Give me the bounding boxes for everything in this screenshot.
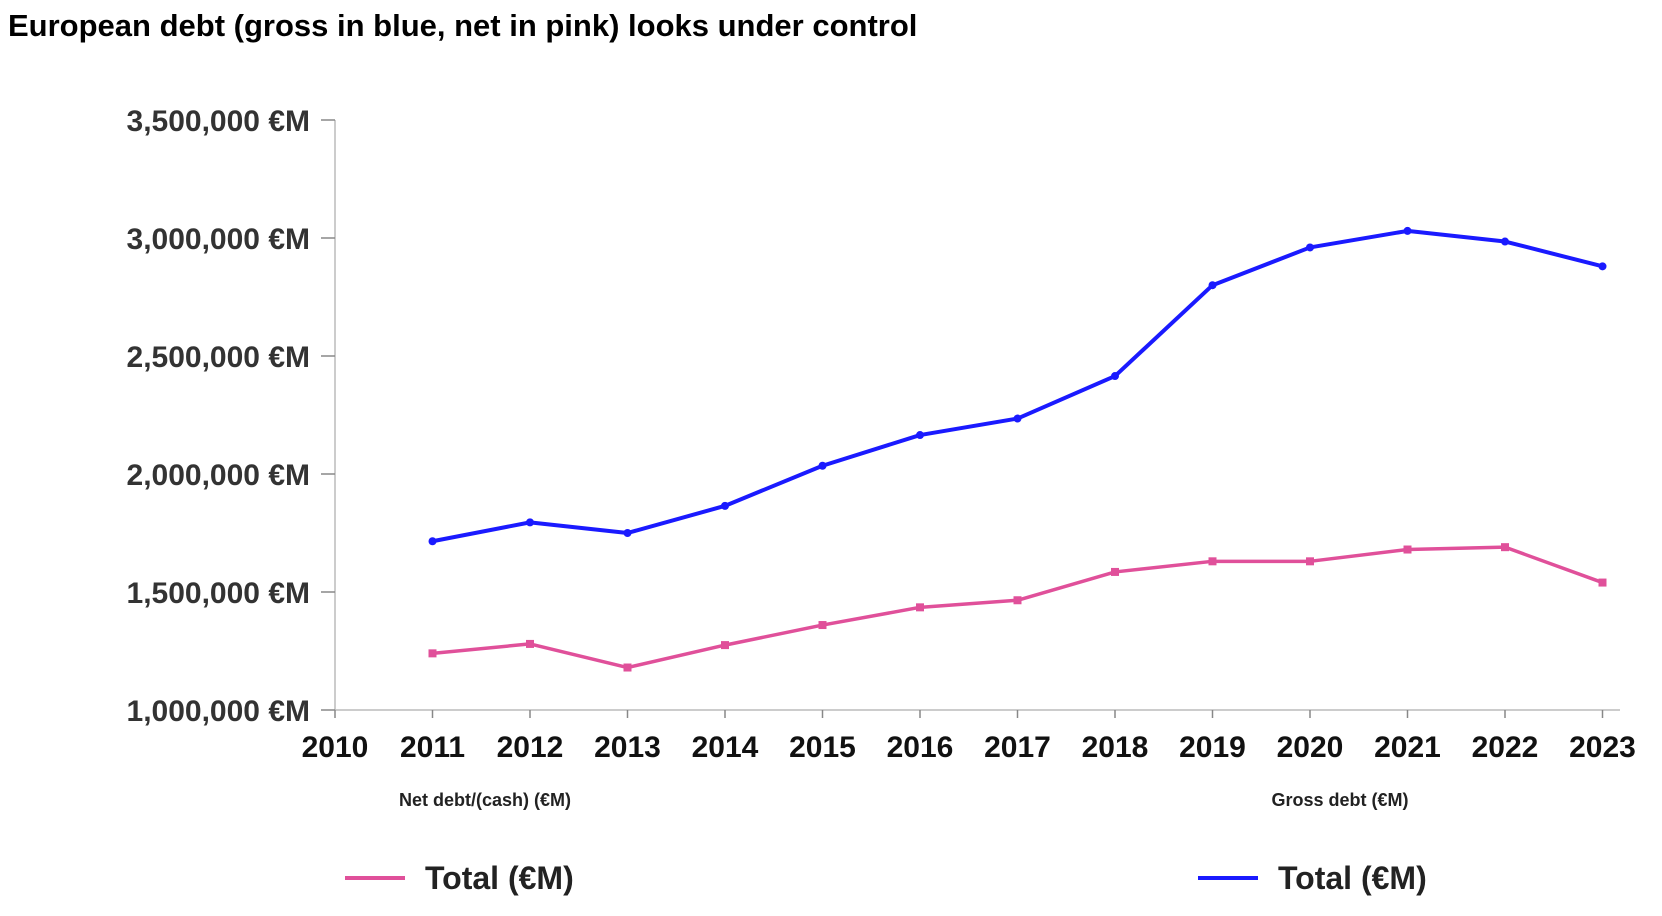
legend-group-label: Gross debt (€M): [1271, 790, 1408, 810]
data-point: [1111, 567, 1119, 576]
data-point: [623, 663, 632, 672]
data-point: [721, 641, 729, 650]
x-tick-labels: 2010 2011 2012 2013 2014 2015 2016 2017 2018 2019…: [302, 710, 1636, 764]
y-tick-label: 1,000,000 €M: [127, 695, 310, 728]
legend-label: Total (€M): [1278, 860, 1427, 896]
x-tick-label: 2010: [302, 731, 369, 764]
data-point: [428, 649, 437, 658]
x-tick-label: 2011: [400, 731, 465, 764]
y-tick-label: 2,000,000 €M: [127, 459, 310, 492]
legend-group-label: Net debt/(cash) (€M): [399, 790, 571, 810]
y-tick-label: 3,500,000 €M: [127, 105, 310, 138]
x-tick-label: 2015: [789, 731, 856, 764]
data-point: [1598, 262, 1607, 271]
x-tick-label: 2018: [1082, 731, 1149, 764]
data-point: [1403, 226, 1412, 235]
data-point: [1013, 414, 1022, 423]
x-tick-label: 2012: [497, 731, 564, 764]
x-tick-label: 2020: [1277, 731, 1344, 764]
data-point: [1403, 545, 1412, 554]
series-line-0: [430, 545, 1605, 670]
y-tick-label: 2,500,000 €M: [127, 341, 310, 374]
data-point: [1598, 578, 1607, 587]
data-point: [818, 621, 827, 630]
data-point: [1501, 543, 1509, 552]
data-point: [916, 603, 924, 612]
chart-title: European debt (gross in blue, net in pin…: [8, 8, 918, 43]
data-point: [526, 639, 534, 648]
data-point: [1208, 557, 1217, 566]
data-point: [916, 431, 924, 440]
data-point: [721, 501, 729, 510]
data-point: [1013, 596, 1022, 605]
x-tick-label: 2014: [692, 731, 759, 764]
series-lines: [428, 226, 1607, 672]
y-tick-label: 3,000,000 €M: [127, 223, 310, 256]
data-point: [1111, 372, 1119, 381]
x-tick-label: 2022: [1472, 731, 1539, 764]
data-point: [818, 461, 827, 470]
x-tick-label: 2023: [1569, 731, 1636, 764]
y-tick-labels: 3,500,000 €M 3,000,000 €M 2,500,000 €M 2,00…: [127, 105, 335, 728]
y-tick-label: 1,500,000 €M: [127, 577, 310, 610]
data-point: [1306, 243, 1314, 252]
data-point: [1208, 281, 1217, 290]
x-tick-label: 2016: [887, 731, 954, 764]
x-tick-label: 2013: [594, 731, 661, 764]
data-point: [1501, 237, 1509, 246]
x-tick-label: 2021: [1374, 731, 1441, 764]
legend-label: Total (€M): [425, 860, 574, 896]
x-tick-label: 2019: [1179, 731, 1246, 764]
data-point: [1306, 557, 1314, 566]
legend: Net debt/(cash) (€M) Total (€M) Gross debt…: [345, 790, 1427, 896]
data-point: [428, 537, 437, 546]
data-point: [623, 529, 632, 537]
data-point: [526, 518, 534, 527]
series-line-1: [430, 228, 1605, 544]
x-tick-label: 2017: [984, 731, 1051, 764]
axes: [334, 120, 1620, 711]
